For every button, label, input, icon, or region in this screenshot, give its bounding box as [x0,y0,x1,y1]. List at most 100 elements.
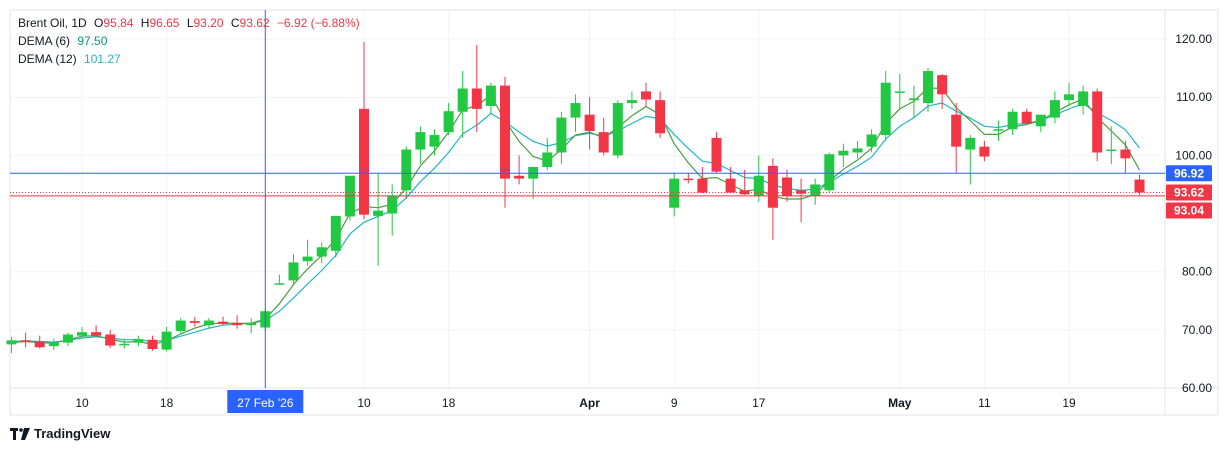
candle [1035,114,1046,133]
candle-body [951,114,962,147]
candle-body [105,334,116,346]
candle-body [175,320,186,332]
candle [20,332,31,348]
price-badge: 96.92 [1166,165,1212,182]
candle [457,71,468,138]
candle [415,126,426,165]
time-tick-label-highlight: 27 Feb '26 [237,396,294,410]
price-axis[interactable]: 60.00 70.00 80.00 100.00 110.00 120.00 96.92 93… [1166,32,1212,395]
candle [838,143,849,168]
candle-body [782,177,792,197]
candle [105,329,116,348]
time-tick-label: 11 [978,396,991,410]
candle [373,172,384,266]
candle-body [316,247,327,257]
candle-body [147,339,158,350]
candle-body [48,342,59,347]
candle-body [1007,111,1018,130]
price-tick-label: 120.00 [1175,32,1212,46]
open-label: O [94,16,104,30]
candle [161,326,172,352]
candle [612,100,623,159]
candle-body [218,321,228,325]
candle-body [767,165,778,208]
candlestick-series [6,41,1145,354]
candle [34,335,45,349]
candle [556,111,567,165]
candle-body [838,150,849,156]
tradingview-brand[interactable]: TradingView [10,426,110,441]
candle-body [753,175,764,197]
dema12-label: DEMA (12) [18,52,77,66]
candle-body [965,137,976,150]
candle [923,68,933,112]
price-badge-bg [1166,184,1212,201]
candle [683,172,694,184]
candle [598,117,609,156]
candle [528,167,539,199]
candle-body [937,75,948,95]
candle [711,132,722,173]
candle [739,169,750,195]
time-tick-label: 10 [357,396,371,410]
candle [1092,88,1103,162]
candle-body [1120,149,1131,159]
candle-body [471,88,482,109]
candle [725,167,736,194]
candle-body [443,111,454,133]
dema6-row[interactable]: DEMA (6) 97.50 [18,32,360,50]
time-axis[interactable]: 10 18 27 Feb '26 10 18 Apr 9 17 May 11 19 [75,390,1076,413]
candle-body [979,146,990,157]
candle-body [401,149,412,191]
candle-body [20,340,31,342]
candle-body [626,100,637,104]
candle-body [359,108,369,215]
candle-body [246,322,257,326]
candle-body [598,132,609,153]
price-badge-label: 96.92 [1174,166,1204,180]
candle-body [683,178,694,181]
candle [274,274,285,285]
candle-body [725,178,736,193]
price-tick-label: 110.00 [1176,90,1212,104]
candle [669,172,680,217]
candle-body [288,262,299,281]
candle-body [457,88,468,112]
dema6-label: DEMA (6) [18,34,71,48]
dema-6-line [11,87,1141,346]
candle [1106,126,1117,165]
price-badge: 93.04 [1166,202,1212,219]
candle-body [697,178,708,193]
candle-body [133,339,144,343]
candle [189,317,200,327]
price-lines [10,191,1165,197]
dema12-value: 101.27 [84,52,121,66]
candle [218,316,228,326]
tradingview-logo-icon [10,427,30,440]
candle [316,242,327,263]
price-badge-bg [1166,202,1212,219]
candle [542,137,553,170]
candle-body [373,210,384,216]
high-value: 96.65 [149,16,180,30]
candle [246,318,257,334]
candle [387,184,398,236]
candle-body [880,82,891,136]
candle [77,326,87,339]
close-label: C [230,16,240,30]
candle-body [500,85,510,179]
candle-body [796,190,807,194]
price-badge-label: 93.04 [1174,203,1204,217]
dema12-row[interactable]: DEMA (12) 101.27 [18,50,360,68]
candle [232,315,243,329]
time-tick-label: 17 [752,396,766,410]
candle-body [584,114,595,131]
candle-body [415,132,426,150]
price-badge: 93.62 [1166,184,1212,201]
candle [514,155,525,185]
candle-body [1106,149,1117,152]
candle [767,158,778,240]
change-value: −6.92 (−6.88%) [276,16,360,30]
candle-body [894,91,905,93]
